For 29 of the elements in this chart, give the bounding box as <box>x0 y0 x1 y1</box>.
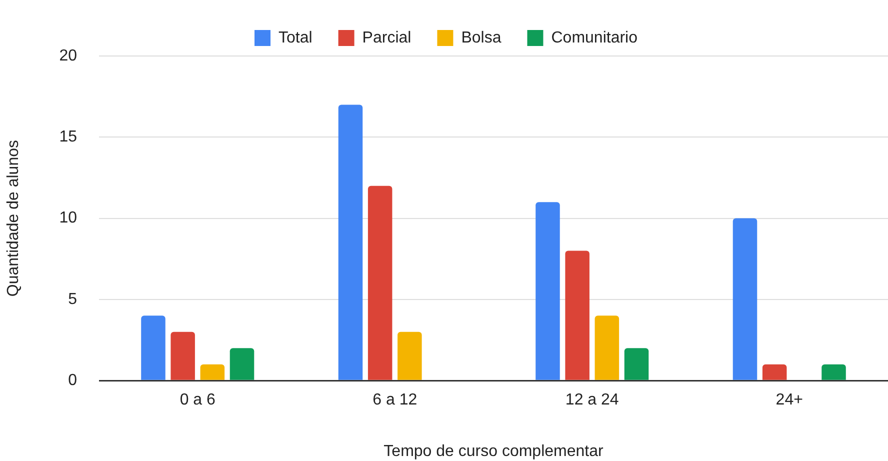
y-tick-label: 10 <box>59 210 78 227</box>
y-tick-label: 15 <box>59 128 78 146</box>
x-tick-label: 6 a 12 <box>372 392 418 409</box>
bar <box>230 348 254 380</box>
legend-label: Comunitario <box>551 29 638 46</box>
bar <box>822 364 846 380</box>
bar <box>565 250 590 380</box>
bar <box>368 186 392 380</box>
bar <box>536 202 560 380</box>
legend-label: Parcial <box>362 29 412 46</box>
bar <box>594 316 620 380</box>
x-tick-label: 0 a 6 <box>180 392 216 409</box>
y-tick-label: 20 <box>59 47 78 64</box>
bar <box>624 348 649 380</box>
x-tick-label: 24+ <box>776 392 803 409</box>
legend-label: Bolsa <box>461 29 502 46</box>
y-tick-label: 0 <box>68 372 78 390</box>
bar <box>200 364 225 380</box>
bar <box>170 332 195 380</box>
legend-label: Total <box>278 29 312 46</box>
x-axis-title: Tempo de curso complementar <box>384 442 604 460</box>
bar <box>141 316 166 380</box>
bar <box>732 218 758 380</box>
bar <box>762 364 787 380</box>
bar <box>338 104 363 380</box>
y-axis-title: Quantidade de alunos <box>5 140 22 297</box>
bar <box>398 332 422 380</box>
x-tick-label: 12 a 24 <box>565 392 619 409</box>
y-tick-label: 5 <box>68 290 78 308</box>
